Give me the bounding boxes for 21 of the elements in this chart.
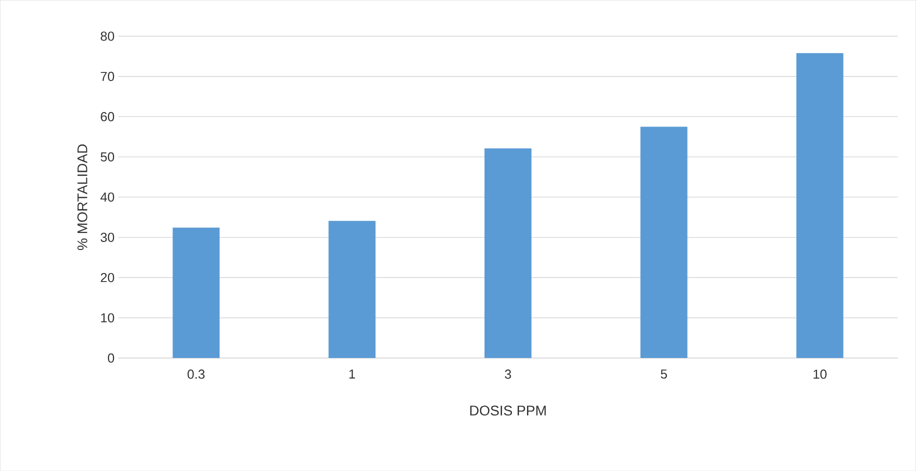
bar — [640, 126, 688, 358]
x-tick-label: 3 — [504, 369, 512, 379]
bar — [328, 220, 376, 358]
y-tick-label: 10 — [101, 313, 114, 322]
y-tick-label: 80 — [100, 31, 114, 41]
y-tick-label: 60 — [100, 112, 114, 122]
y-tick-label: 70 — [100, 72, 114, 81]
y-tick-label: 0 — [108, 353, 114, 363]
x-tick-label: 1 — [349, 369, 356, 378]
y-tick-label: 30 — [100, 232, 114, 242]
y-tick-label: 40 — [100, 192, 114, 202]
y-axis-title: % MORTALIDAD — [77, 144, 88, 250]
bar — [796, 52, 844, 358]
y-tick-label: 20 — [100, 272, 114, 282]
y-tick-label: 50 — [100, 152, 114, 162]
x-axis-title: DOSIS PPM — [470, 406, 546, 416]
x-tick-label: 10 — [814, 369, 827, 379]
bar — [172, 228, 220, 358]
x-tick-label: 5 — [660, 369, 667, 379]
bar — [484, 148, 532, 358]
x-tick-label: 0.3 — [188, 369, 205, 379]
